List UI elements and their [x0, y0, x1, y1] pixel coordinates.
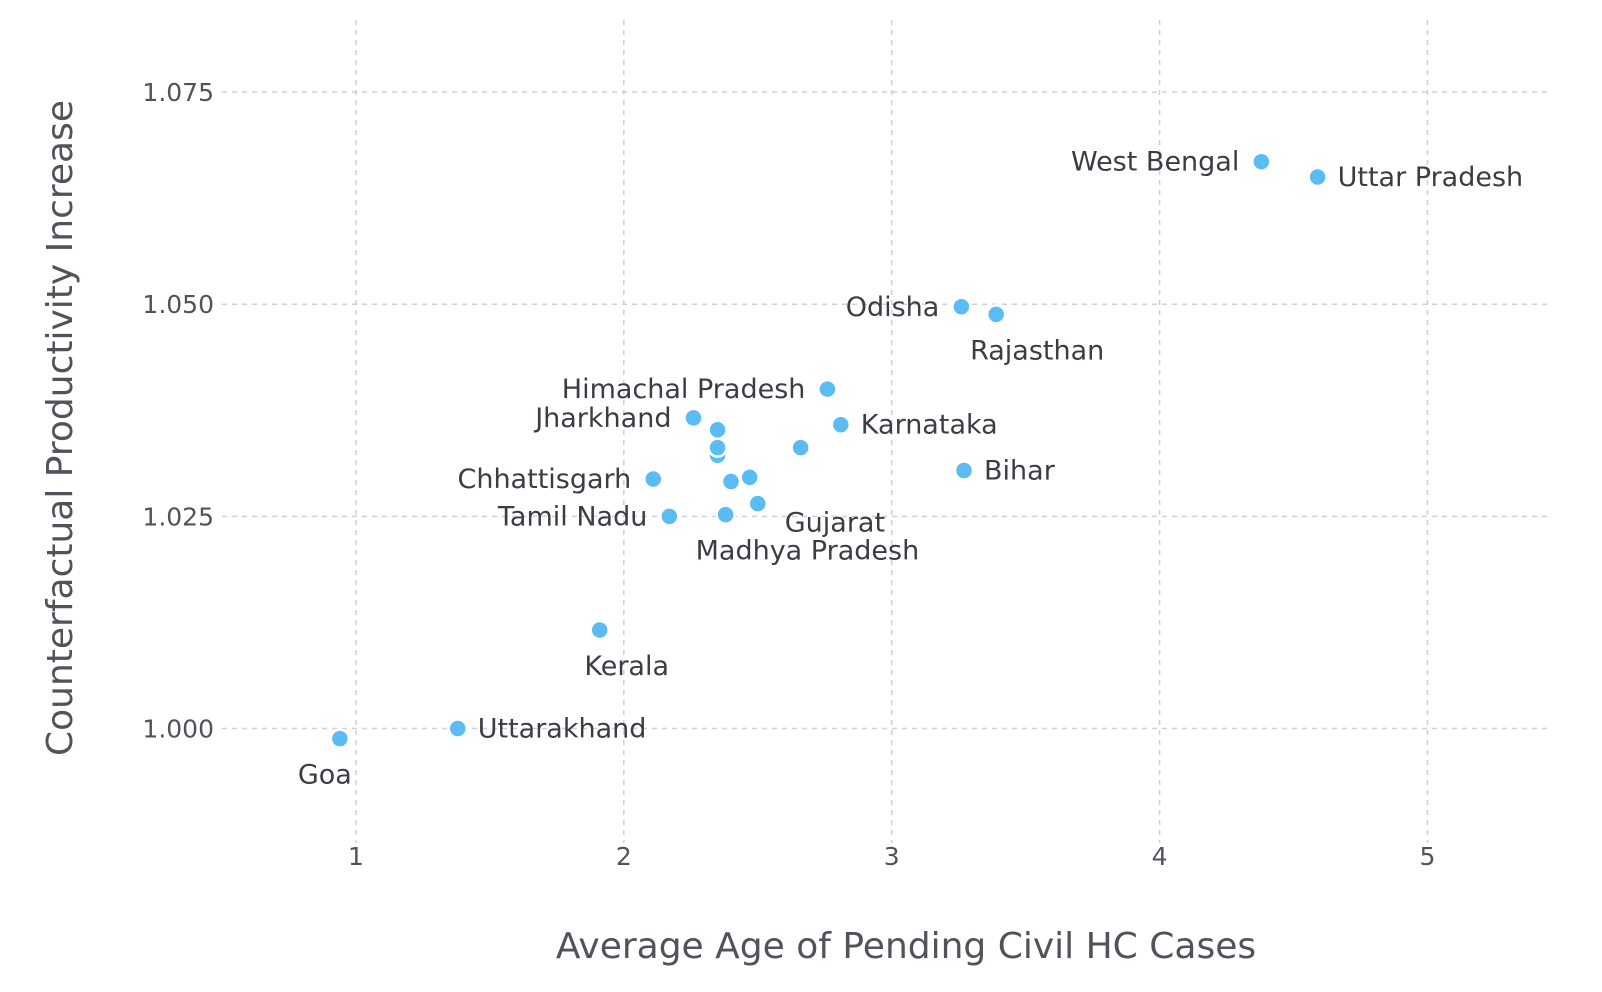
point-label: West Bengal: [1071, 147, 1239, 178]
x-tick-label: 2: [616, 842, 632, 871]
scatter-point: [832, 416, 850, 434]
point-label: Goa: [298, 760, 352, 791]
scatter-point: [792, 439, 810, 457]
scatter-point: [709, 421, 727, 439]
point-label: Kerala: [584, 651, 669, 682]
x-tick-label: 5: [1420, 842, 1436, 871]
point-label: Madhya Pradesh: [696, 536, 920, 567]
scatter-point: [987, 305, 1005, 323]
scatter-point: [717, 506, 735, 524]
scatter-point: [684, 409, 702, 427]
point-label: Tamil Nadu: [497, 501, 647, 532]
point-label: Rajasthan: [970, 335, 1104, 366]
scatter-point: [449, 719, 467, 737]
y-tick-label: 1.025: [142, 502, 214, 531]
point-label: Karnataka: [861, 410, 998, 441]
point-label: Bihar: [984, 456, 1056, 487]
point-label: Chhattisgarh: [457, 464, 631, 495]
point-label: Jharkhand: [533, 403, 671, 434]
data-points: [331, 153, 1327, 748]
point-label: Uttar Pradesh: [1338, 162, 1524, 193]
x-tick-label: 1: [348, 842, 364, 871]
point-label: Odisha: [846, 292, 940, 323]
scatter-point: [1252, 153, 1270, 171]
scatter-point: [749, 495, 767, 513]
scatter-point: [722, 473, 740, 491]
x-tick-label: 4: [1152, 842, 1168, 871]
y-tick-label: 1.000: [142, 714, 214, 743]
scatter-point: [331, 730, 349, 748]
x-tick-label: 3: [884, 842, 900, 871]
y-axis-title: Counterfactual Productivity Increase: [40, 100, 81, 756]
scatter-point: [644, 470, 662, 488]
scatter-point: [1309, 168, 1327, 186]
scatter-point: [660, 507, 678, 525]
point-label: Gujarat: [785, 508, 885, 539]
y-tick-label: 1.075: [142, 78, 214, 107]
y-tick-label: 1.050: [142, 290, 214, 319]
y-axis-ticks: 1.000 1.025 1.050 1.075: [142, 78, 214, 743]
scatter-point: [591, 621, 609, 639]
scatter-point: [709, 439, 727, 457]
scatter-point: [952, 298, 970, 316]
scatter-point: [955, 462, 973, 480]
scatter-point: [818, 380, 836, 398]
x-axis-ticks: 1 2 3 4 5: [348, 842, 1435, 871]
point-label: Himachal Pradesh: [562, 374, 806, 405]
x-axis-title: Average Age of Pending Civil HC Cases: [556, 926, 1256, 967]
scatter-point: [741, 468, 759, 486]
point-label: Uttarakhand: [478, 713, 647, 744]
point-labels: Goa Uttarakhand Kerala Chhattisgarh Tamil Na…: [298, 147, 1523, 791]
